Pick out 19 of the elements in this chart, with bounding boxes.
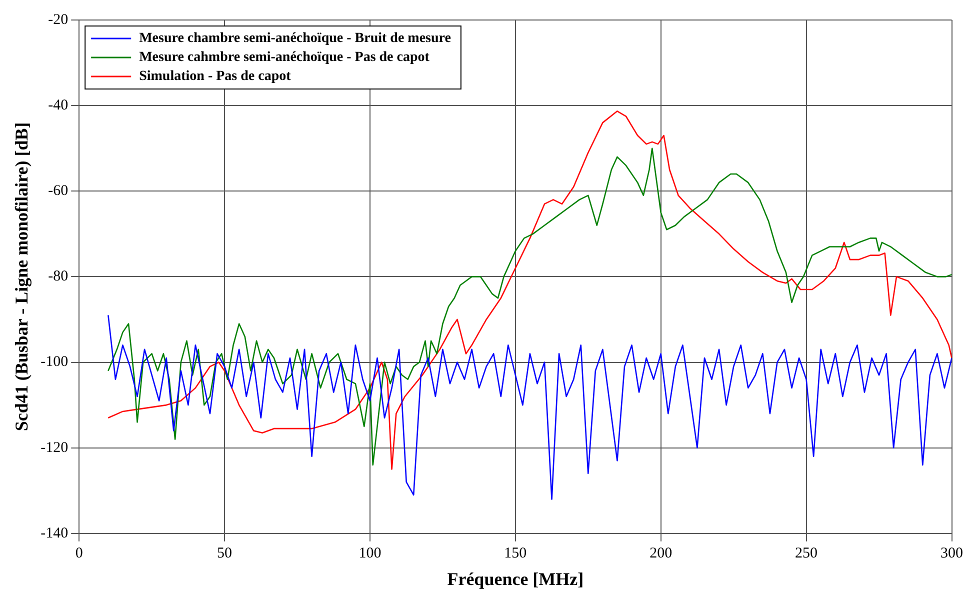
- y-tick-label: -20: [48, 12, 68, 28]
- y-axis-title: Scd41 (Busbar - Ligne monofilaire) [dB]: [11, 122, 32, 432]
- x-tick-label: 100: [358, 545, 382, 562]
- y-tick-label: -80: [48, 268, 68, 285]
- y-tick-label: -100: [40, 354, 68, 370]
- x-tick-label: 250: [795, 545, 818, 562]
- x-tick-label: 150: [504, 545, 527, 562]
- x-tick-label: 50: [217, 545, 232, 562]
- legend-label: Simulation - Pas de capot: [139, 69, 292, 84]
- legend-label: Mesure chambre semi-anéchoïque - Bruit de mesure: [139, 31, 451, 46]
- y-tick-label: -40: [48, 98, 68, 114]
- x-tick-label: 200: [650, 545, 672, 562]
- x-tick-label: 0: [75, 545, 83, 562]
- y-tick-label: -140: [40, 525, 68, 542]
- y-tick-label: -60: [48, 183, 68, 200]
- legend-label: Mesure cahmbre semi-anéchoïque - Pas de capot: [139, 50, 430, 66]
- x-axis-title: Fréquence [MHz]: [447, 568, 584, 589]
- y-tick-label: -120: [40, 440, 68, 456]
- x-tick-label: 300: [940, 545, 963, 562]
